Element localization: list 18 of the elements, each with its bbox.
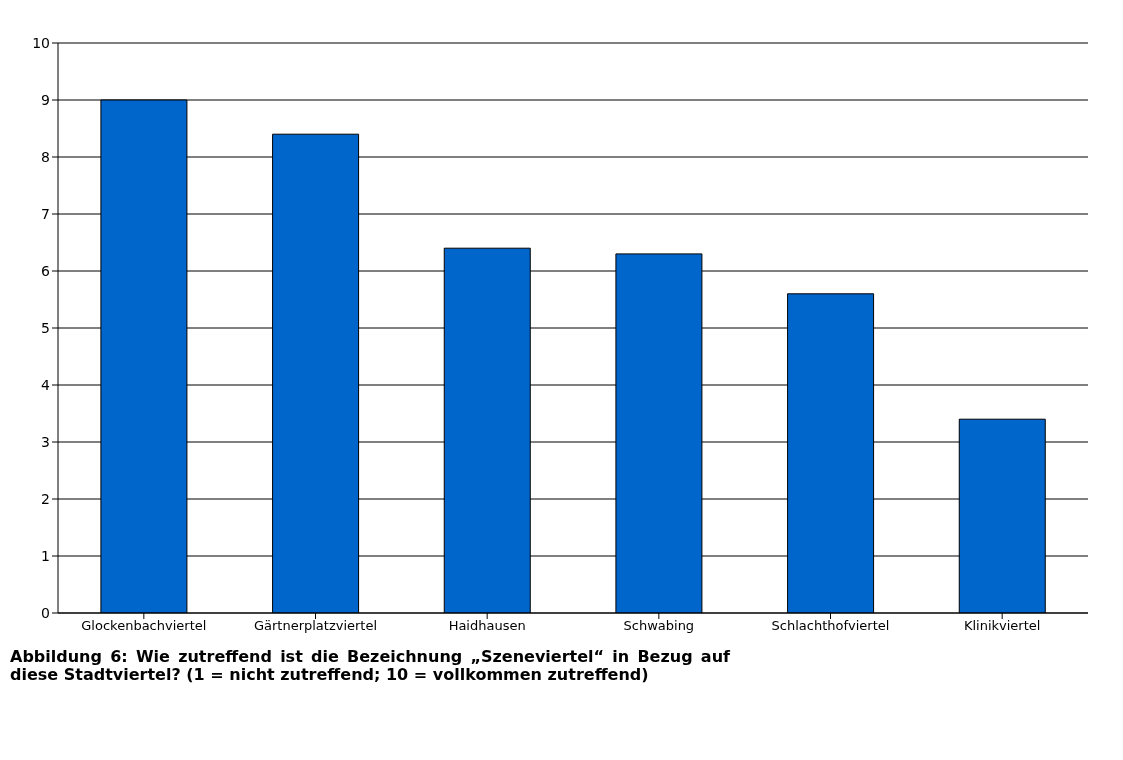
y-tick-label: 5	[41, 319, 50, 336]
y-tick-label: 0	[41, 604, 50, 621]
x-tick-label: Gärtnerplatzviertel	[253, 618, 378, 634]
x-tick-label: Schwabing	[623, 618, 695, 634]
y-tick-label: 3	[41, 433, 50, 450]
x-tick-label: Klinikviertel	[963, 618, 1041, 634]
y-tick-label: 1	[41, 547, 50, 564]
x-tick-label: Schlachthofviertel	[771, 618, 890, 634]
y-tick-label: 7	[41, 205, 50, 222]
y-tick-label: 2	[41, 490, 50, 507]
x-tick-label: Haidhausen	[448, 618, 526, 634]
y-tick-label: 10	[32, 34, 50, 51]
text: Abbildung 6: Wie zutreffend ist die Bezeichnung „Szeneviertel“ in Bezug auf diese Stadtviertel? (1 = nicht zutreffend; 10 = vollkommen zutreffend)	[10, 647, 730, 684]
y-tick-label: 6	[41, 262, 51, 279]
y-tick-label: 8	[41, 148, 50, 165]
y-tick-label: 9	[41, 91, 50, 108]
x-tick-label: Glockenbachviertel	[81, 618, 207, 634]
y-tick-label: 4	[41, 376, 51, 393]
